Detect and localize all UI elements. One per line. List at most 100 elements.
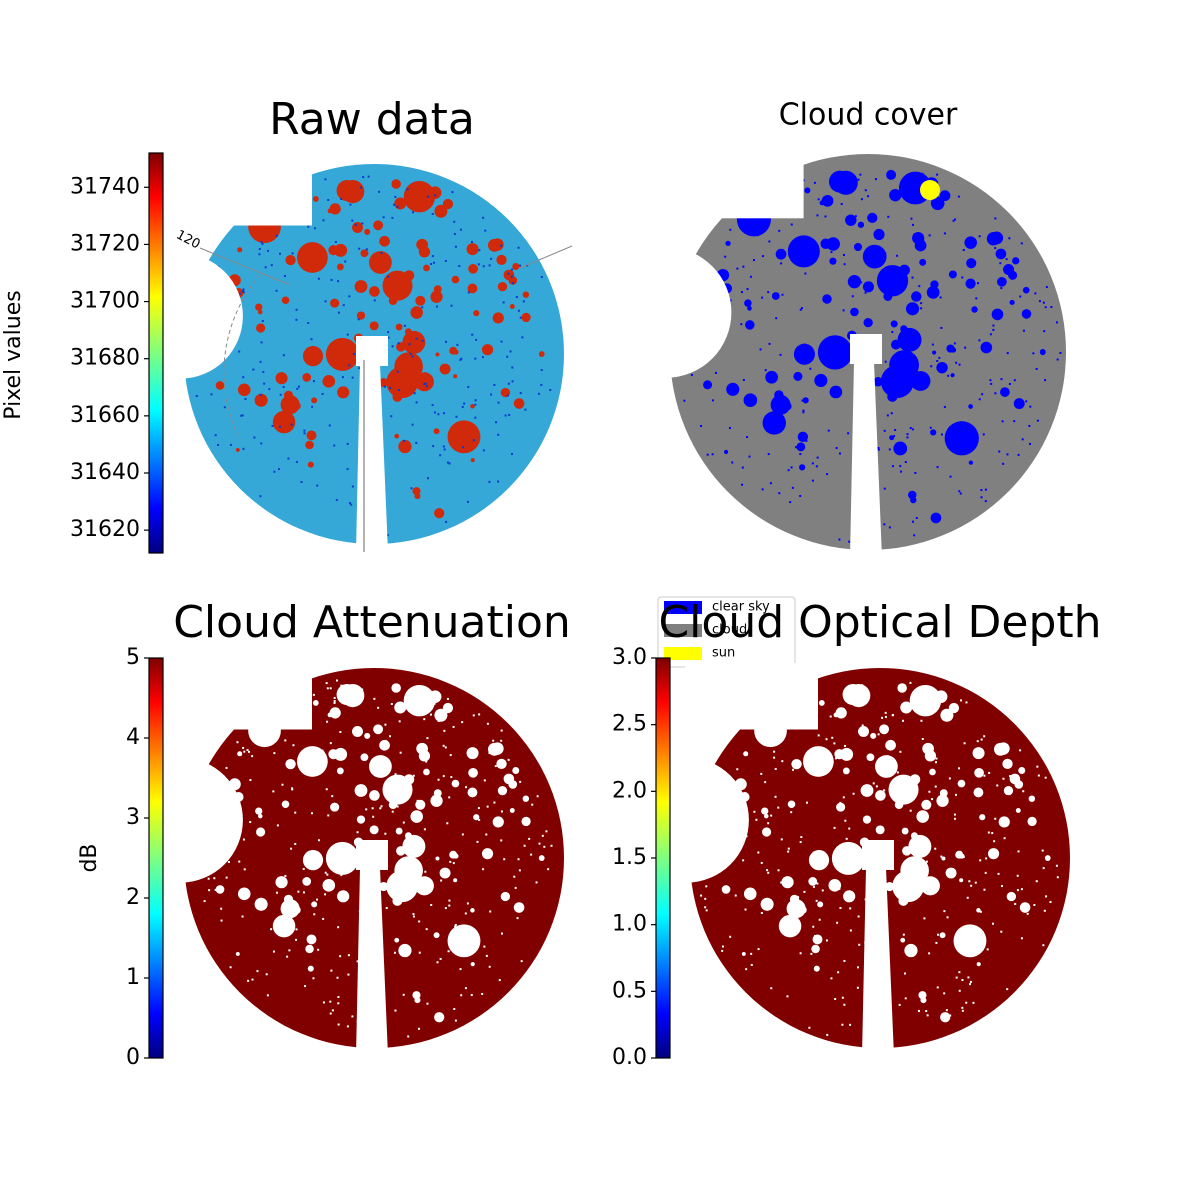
speckle xyxy=(845,893,848,896)
speckle xyxy=(430,904,433,907)
speckle xyxy=(790,466,793,469)
cloud-hole xyxy=(904,943,918,958)
colorbar xyxy=(148,152,164,554)
speckle xyxy=(506,355,509,358)
speckle xyxy=(349,203,352,206)
cloud-hole xyxy=(256,323,266,333)
speckle xyxy=(519,316,522,319)
cloud-hole xyxy=(916,810,929,823)
cloud-hole xyxy=(764,813,769,819)
cloud-hole xyxy=(487,742,501,756)
speckle xyxy=(923,917,926,920)
speckle xyxy=(883,487,886,490)
speckle xyxy=(928,952,931,955)
corner-mask xyxy=(179,663,312,730)
speckle xyxy=(402,993,405,996)
speckle xyxy=(337,280,340,283)
speckle xyxy=(388,886,391,889)
cloud-hole xyxy=(793,371,803,381)
speckle xyxy=(912,223,915,226)
speckle xyxy=(777,869,780,872)
speckle xyxy=(825,738,828,741)
speckle xyxy=(914,292,917,295)
speckle xyxy=(993,840,996,843)
speckle xyxy=(773,750,776,753)
speckle xyxy=(926,1014,929,1017)
speckle xyxy=(243,750,246,753)
speckle xyxy=(304,985,307,988)
speckle xyxy=(913,233,916,236)
cloud-hole xyxy=(434,204,448,218)
speckle xyxy=(887,215,890,218)
speckle xyxy=(931,798,934,801)
speckle xyxy=(246,749,249,752)
speckle xyxy=(403,439,406,442)
speckle xyxy=(333,701,336,704)
speckle xyxy=(938,356,941,359)
horizon-notch xyxy=(623,757,749,883)
cloud-hole xyxy=(892,870,925,903)
speckle xyxy=(477,807,480,810)
speckle xyxy=(860,281,863,284)
speckle xyxy=(1044,379,1047,382)
speckle xyxy=(484,229,487,232)
cloud-hole xyxy=(818,700,825,706)
speckle xyxy=(461,405,464,408)
speckle xyxy=(930,712,933,715)
cloud-hole xyxy=(976,908,981,913)
speckle xyxy=(792,768,795,771)
colorbar-tick-label: 1 xyxy=(126,965,140,990)
cloud-hole xyxy=(804,187,811,194)
cloud-hole xyxy=(817,901,824,908)
speckle xyxy=(333,696,336,699)
speckle xyxy=(845,837,848,840)
speckle xyxy=(921,172,924,175)
speckle xyxy=(409,352,412,355)
cloud-hole xyxy=(762,411,786,435)
speckle xyxy=(913,291,916,294)
speckle xyxy=(398,720,401,723)
speckle xyxy=(751,222,754,225)
speckle xyxy=(281,783,284,786)
speckle xyxy=(458,265,461,268)
speckle xyxy=(337,1002,340,1005)
colorbar-tick-label: 0 xyxy=(126,1045,140,1070)
cloud-hole xyxy=(261,734,267,741)
cloud-hole xyxy=(787,235,820,268)
cloud-hole xyxy=(538,855,545,861)
cloud-hole xyxy=(360,753,369,762)
cloud-hole xyxy=(311,397,318,404)
speckle xyxy=(538,842,541,845)
speckle xyxy=(945,1009,948,1012)
sky-image xyxy=(117,159,564,552)
speckle xyxy=(744,908,747,911)
speckle xyxy=(242,838,245,841)
speckle xyxy=(519,780,522,783)
cloud-hole xyxy=(743,887,757,901)
speckle xyxy=(801,399,804,402)
speckle xyxy=(834,997,837,1000)
cloud-hole xyxy=(926,285,940,299)
speckle xyxy=(434,693,437,696)
cloud-hole xyxy=(414,876,434,896)
speckle xyxy=(982,433,985,436)
speckle xyxy=(881,716,884,719)
cloud-hole xyxy=(369,321,379,331)
speckle xyxy=(433,411,436,414)
speckle xyxy=(471,333,474,336)
speckle xyxy=(998,450,1001,453)
speckle xyxy=(331,795,334,798)
speckle xyxy=(464,912,467,915)
speckle xyxy=(450,776,453,779)
speckle xyxy=(325,788,328,791)
cloud-hole xyxy=(416,238,428,251)
speckle xyxy=(307,945,310,948)
mast-head xyxy=(862,840,894,870)
speckle xyxy=(547,868,550,871)
speckle xyxy=(361,222,364,225)
cloud-hole xyxy=(1015,808,1021,813)
speckle xyxy=(195,394,198,397)
speckle xyxy=(242,288,245,291)
cloud-hole xyxy=(433,932,440,939)
speckle xyxy=(848,827,851,830)
